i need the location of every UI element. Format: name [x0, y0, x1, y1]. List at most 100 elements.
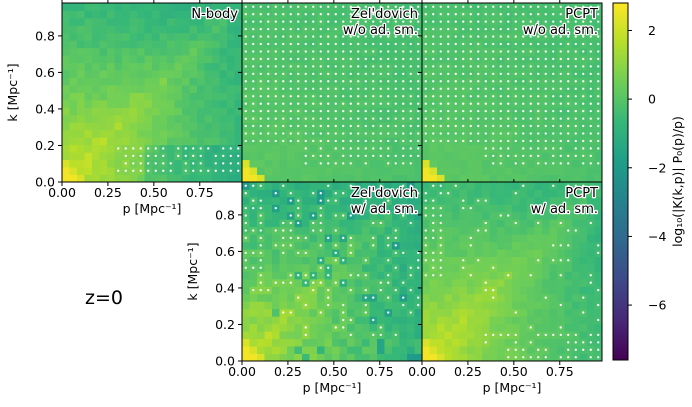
negative-marker: [342, 13, 345, 16]
negative-marker: [597, 318, 600, 322]
negative-marker: [252, 132, 255, 135]
heatmap-cell: [347, 189, 355, 198]
heatmap-cell: [497, 189, 505, 198]
negative-marker: [574, 65, 577, 68]
negative-marker: [379, 87, 382, 90]
heatmap-cell: [69, 159, 78, 168]
heatmap-cell: [129, 32, 138, 41]
heatmap-cell: [579, 331, 588, 340]
heatmap-cell: [422, 346, 430, 354]
negative-marker: [514, 124, 517, 128]
heatmap-cell: [407, 353, 415, 362]
heatmap-cell: [107, 47, 115, 56]
heatmap-cell: [347, 346, 355, 354]
heatmap-cell: [542, 167, 550, 175]
negative-marker: [484, 20, 487, 23]
heatmap-cell: [114, 152, 123, 161]
negative-marker: [574, 229, 577, 232]
heatmap-cell: [234, 122, 243, 131]
heatmap-cell: [197, 114, 205, 123]
heatmap-cell: [519, 204, 528, 213]
negative-marker: [567, 65, 570, 68]
heatmap-cell: [294, 174, 303, 183]
negative-marker: [514, 192, 517, 195]
negative-marker: [304, 13, 307, 16]
negative-marker: [364, 117, 367, 120]
negative-marker: [574, 35, 577, 38]
heatmap-cell: [77, 77, 85, 86]
negative-marker: [387, 57, 390, 61]
heatmap-cell: [429, 353, 438, 362]
negative-marker: [289, 80, 292, 83]
negative-marker: [304, 139, 307, 143]
heatmap-cell: [294, 189, 303, 198]
heatmap-cell: [182, 62, 190, 71]
negative-marker: [117, 147, 120, 150]
negative-marker: [274, 102, 277, 105]
heatmap-cell: [144, 17, 153, 26]
heatmap-cell: [489, 204, 498, 213]
heatmap-cell: [317, 249, 325, 257]
negative-marker: [357, 87, 360, 90]
negative-marker: [342, 35, 345, 38]
negative-marker: [582, 65, 585, 68]
negative-marker: [544, 87, 547, 90]
heatmap-cells: [62, 3, 243, 183]
heatmap-cell: [294, 316, 303, 325]
negative-marker: [589, 221, 592, 225]
heatmap-cell: [159, 174, 168, 183]
heatmap-cell: [422, 286, 430, 295]
heatmap-cell: [489, 226, 498, 235]
heatmap-cell: [317, 174, 325, 183]
y-axis-label: k [Mpc⁻¹]: [185, 242, 200, 300]
heatmap-cell: [557, 264, 565, 272]
heatmap-cell: [219, 3, 228, 11]
negative-marker: [402, 13, 405, 16]
heatmap-cell: [242, 323, 250, 332]
negative-marker: [244, 95, 247, 98]
heatmap-cell: [429, 144, 438, 153]
negative-marker: [289, 5, 292, 8]
heatmap-cell: [594, 234, 603, 243]
heatmap-cell: [399, 174, 408, 183]
heatmap-cell: [114, 99, 123, 108]
heatmap-cell: [137, 85, 145, 93]
negative-marker: [559, 132, 562, 135]
heatmap-cell: [444, 301, 453, 310]
negative-marker: [379, 80, 382, 83]
negative-marker: [567, 110, 570, 113]
heatmap-cell: [159, 92, 168, 101]
negative-marker: [492, 35, 495, 38]
heatmap-cell: [287, 331, 295, 340]
negative-marker: [424, 57, 427, 61]
heatmap-cell: [467, 308, 475, 317]
negative-marker: [432, 132, 435, 135]
heatmap-cell: [294, 264, 303, 272]
negative-marker: [274, 35, 277, 38]
negative-marker: [372, 65, 375, 68]
negative-marker: [537, 13, 540, 16]
negative-marker: [319, 102, 322, 105]
negative-marker: [402, 102, 405, 105]
negative-marker: [402, 281, 405, 284]
heatmap-cell: [189, 174, 198, 183]
heatmap-cell: [347, 204, 355, 213]
heatmap-cell: [557, 286, 565, 295]
heatmap-cell: [159, 77, 168, 86]
heatmap-cell: [497, 256, 505, 265]
heatmap-cell: [114, 114, 123, 123]
heatmap-cell: [294, 346, 303, 354]
heatmap-cell: [137, 3, 145, 11]
heatmap-cell: [347, 174, 355, 183]
heatmap-cell: [257, 338, 265, 347]
heatmap-cell: [77, 137, 85, 146]
negative-marker: [364, 154, 367, 158]
heatmap-cell: [324, 189, 333, 198]
heatmap-cell: [122, 3, 130, 11]
negative-marker: [237, 162, 240, 165]
heatmap-cell: [587, 264, 595, 272]
negative-marker: [522, 154, 525, 158]
heatmap-cell: [512, 196, 520, 205]
negative-marker: [492, 333, 495, 337]
